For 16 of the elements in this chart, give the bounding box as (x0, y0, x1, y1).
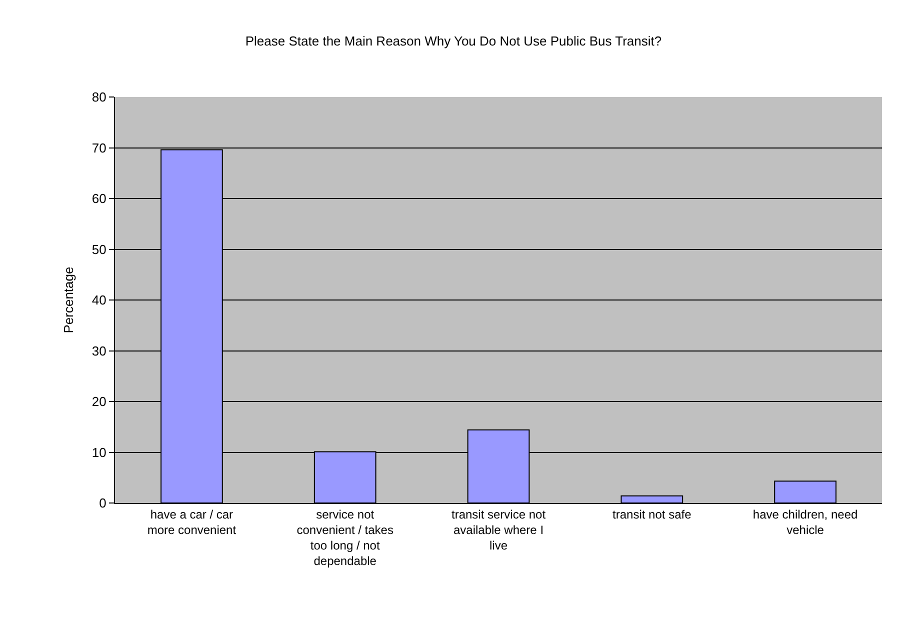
x-tick-label: transit not safe (612, 507, 692, 522)
x-tick-label: have a car / car more convenient (147, 507, 237, 537)
y-tick-label: 60 (92, 191, 106, 206)
x-tick-label: transit service not available where I live (451, 507, 546, 553)
y-tick-label: 40 (92, 292, 106, 308)
y-axis-title: Percentage (60, 266, 76, 334)
y-tick-label: 20 (92, 394, 106, 410)
x-tick-label: have children, need vehicle (752, 507, 858, 537)
x-tick-label: service not convenient / takes too long / not dependable (296, 507, 394, 568)
y-tick-label: 30 (92, 343, 106, 358)
y-tick-label: 50 (92, 242, 106, 257)
y-tick-label: 70 (92, 140, 106, 156)
y-tick-label: 80 (92, 90, 106, 105)
chart-title: Please State the Main Reason Why You Do Not Use Public Bus Transit? (245, 33, 662, 48)
y-tick-label: 0 (99, 496, 106, 511)
y-tick-label: 10 (92, 444, 106, 460)
